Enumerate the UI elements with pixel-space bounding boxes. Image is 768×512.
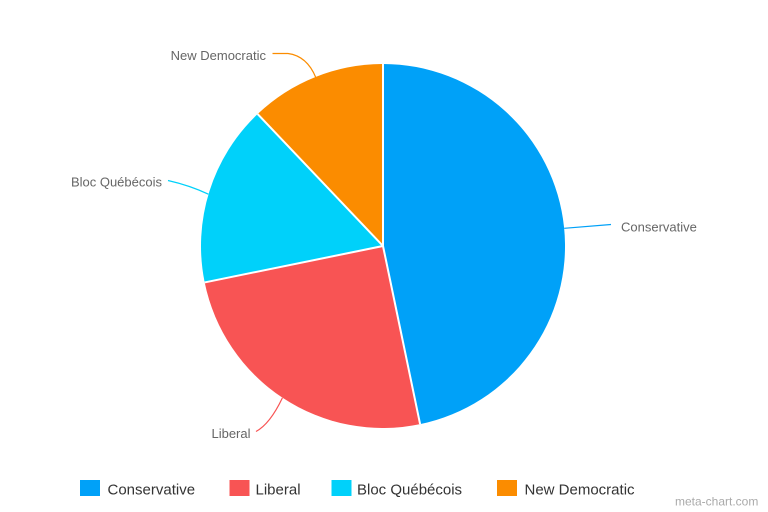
svg-text:Bloc Québécois: Bloc Québécois [71,175,163,190]
svg-text:New Democratic: New Democratic [171,48,267,63]
svg-text:Conservative: Conservative [621,219,697,234]
svg-text:Liberal: Liberal [211,426,250,441]
svg-text:meta-chart.com: meta-chart.com [675,495,758,509]
svg-text:New Democratic: New Democratic [525,482,636,499]
svg-text:Conservative: Conservative [108,482,196,499]
svg-text:Liberal: Liberal [256,482,301,499]
svg-text:Bloc Québécois: Bloc Québécois [357,482,462,499]
